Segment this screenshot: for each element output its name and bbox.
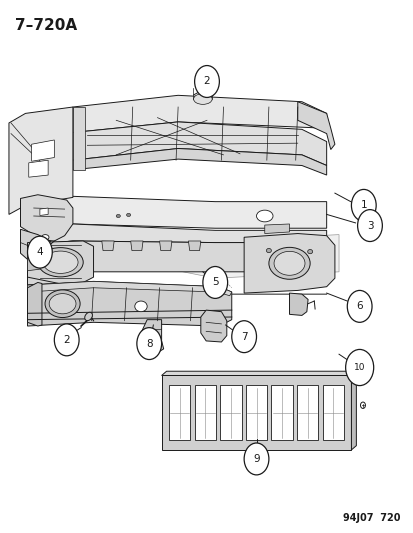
Polygon shape bbox=[9, 107, 73, 214]
Polygon shape bbox=[73, 149, 326, 175]
Polygon shape bbox=[296, 385, 318, 440]
Text: 10: 10 bbox=[353, 363, 365, 372]
Polygon shape bbox=[220, 385, 241, 440]
Text: 3: 3 bbox=[366, 221, 373, 231]
Polygon shape bbox=[351, 371, 356, 450]
Ellipse shape bbox=[135, 301, 147, 312]
Polygon shape bbox=[141, 320, 163, 353]
Text: 4: 4 bbox=[36, 247, 43, 257]
Polygon shape bbox=[27, 282, 42, 326]
Polygon shape bbox=[102, 241, 114, 251]
Text: 1: 1 bbox=[360, 200, 366, 211]
Polygon shape bbox=[200, 310, 226, 342]
Text: 6: 6 bbox=[356, 301, 362, 311]
Polygon shape bbox=[264, 224, 289, 233]
Polygon shape bbox=[245, 385, 267, 440]
Polygon shape bbox=[131, 241, 143, 251]
Circle shape bbox=[194, 66, 219, 98]
Text: 2: 2 bbox=[203, 77, 210, 86]
Ellipse shape bbox=[49, 294, 76, 314]
Text: 94J07  720: 94J07 720 bbox=[343, 513, 400, 523]
Ellipse shape bbox=[45, 290, 80, 318]
Ellipse shape bbox=[307, 249, 312, 254]
Ellipse shape bbox=[85, 312, 92, 321]
Circle shape bbox=[27, 236, 52, 268]
Ellipse shape bbox=[199, 84, 206, 90]
Polygon shape bbox=[322, 385, 343, 440]
Polygon shape bbox=[27, 281, 231, 326]
Polygon shape bbox=[73, 107, 85, 169]
Polygon shape bbox=[244, 233, 334, 293]
Polygon shape bbox=[159, 241, 171, 251]
Polygon shape bbox=[40, 208, 48, 215]
Polygon shape bbox=[27, 281, 231, 296]
Ellipse shape bbox=[41, 235, 49, 240]
Text: 7: 7 bbox=[240, 332, 247, 342]
Circle shape bbox=[351, 189, 375, 221]
Polygon shape bbox=[73, 122, 326, 165]
Polygon shape bbox=[27, 241, 326, 277]
Polygon shape bbox=[161, 375, 351, 450]
Ellipse shape bbox=[268, 247, 309, 279]
Ellipse shape bbox=[266, 248, 271, 253]
Text: 5: 5 bbox=[211, 278, 218, 287]
Circle shape bbox=[347, 290, 371, 322]
Circle shape bbox=[54, 324, 79, 356]
Circle shape bbox=[357, 209, 382, 241]
Ellipse shape bbox=[126, 213, 131, 216]
Ellipse shape bbox=[38, 248, 83, 277]
Polygon shape bbox=[188, 241, 200, 251]
Text: 7–720A: 7–720A bbox=[15, 18, 77, 33]
Circle shape bbox=[231, 321, 256, 353]
Polygon shape bbox=[27, 205, 338, 278]
Circle shape bbox=[202, 266, 227, 298]
Polygon shape bbox=[271, 385, 292, 440]
Polygon shape bbox=[28, 160, 48, 177]
Ellipse shape bbox=[256, 210, 272, 222]
Polygon shape bbox=[27, 224, 326, 245]
Polygon shape bbox=[21, 229, 54, 264]
Polygon shape bbox=[297, 102, 334, 150]
Polygon shape bbox=[21, 195, 73, 241]
Circle shape bbox=[345, 350, 373, 385]
Polygon shape bbox=[27, 196, 326, 230]
Circle shape bbox=[137, 328, 161, 360]
Ellipse shape bbox=[43, 251, 78, 273]
Polygon shape bbox=[27, 255, 40, 271]
Polygon shape bbox=[169, 385, 190, 440]
Polygon shape bbox=[31, 140, 54, 161]
Ellipse shape bbox=[116, 214, 120, 217]
Text: 2: 2 bbox=[63, 335, 70, 345]
Circle shape bbox=[244, 443, 268, 475]
Polygon shape bbox=[27, 241, 93, 285]
Text: 8: 8 bbox=[145, 338, 152, 349]
Text: 9: 9 bbox=[253, 454, 259, 464]
Polygon shape bbox=[289, 293, 307, 316]
Ellipse shape bbox=[273, 252, 304, 275]
Polygon shape bbox=[194, 385, 216, 440]
Polygon shape bbox=[161, 371, 356, 375]
Ellipse shape bbox=[193, 94, 211, 104]
Polygon shape bbox=[73, 95, 326, 133]
Ellipse shape bbox=[360, 402, 365, 408]
